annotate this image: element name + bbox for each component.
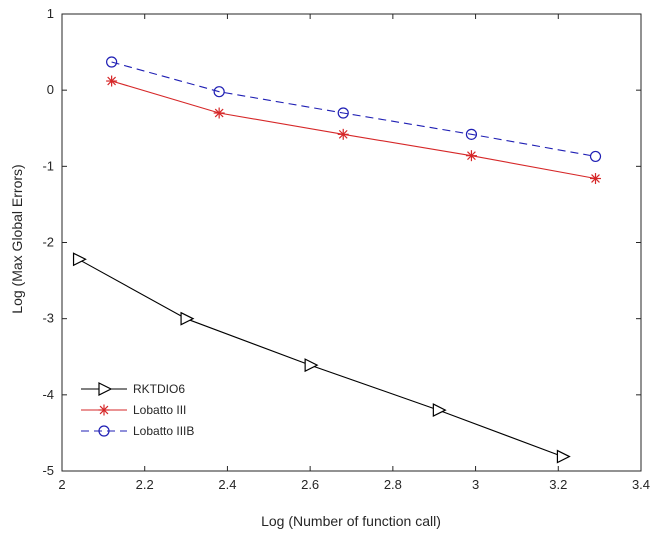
series-rktdio6 bbox=[72, 252, 571, 464]
x-tick-label: 2.6 bbox=[301, 477, 319, 492]
x-tick-label: 2.4 bbox=[218, 477, 236, 492]
y-tick-label: -2 bbox=[42, 235, 54, 250]
legend-label-lobatto-iii: Lobatto III bbox=[133, 403, 186, 417]
data-point-lobatto-iii bbox=[337, 128, 349, 140]
data-point-lobatto-iiib bbox=[106, 56, 118, 68]
y-axis-label: Log (Max Global Errors) bbox=[9, 164, 25, 313]
data-point-lobatto-iii bbox=[213, 107, 225, 119]
data-point-rktdio6 bbox=[556, 449, 571, 464]
data-point-lobatto-iii bbox=[106, 75, 118, 87]
data-point-lobatto-iiib bbox=[337, 107, 349, 119]
data-point-lobatto-iii bbox=[590, 173, 602, 185]
x-axis-label: Log (Number of function call) bbox=[261, 513, 441, 529]
legend-marker-rktdio6 bbox=[98, 382, 113, 396]
legend-marker-lobatto-iiib bbox=[98, 425, 110, 437]
x-tick-label: 2.8 bbox=[384, 477, 402, 492]
series-lobatto-iii bbox=[106, 75, 602, 185]
series-line-lobatto-iiib bbox=[111, 61, 596, 157]
data-point-rktdio6 bbox=[432, 403, 447, 418]
x-tick-label: 3 bbox=[472, 477, 479, 492]
data-point-rktdio6 bbox=[180, 311, 195, 326]
data-point-lobatto-iiib bbox=[213, 86, 225, 98]
x-axis-ticks: 2 2.2 2.4 2.6 2.8 3 3.2 3.4 bbox=[58, 14, 650, 492]
x-tick-label: 3.4 bbox=[632, 477, 650, 492]
series-lobatto-iiib bbox=[106, 56, 602, 163]
data-point-lobatto-iiib bbox=[589, 150, 602, 163]
y-tick-label: -1 bbox=[42, 158, 54, 173]
legend-label-lobatto-iiib: Lobatto IIIB bbox=[133, 424, 194, 438]
data-point-rktdio6 bbox=[72, 252, 87, 267]
legend-marker-lobatto-iii bbox=[98, 404, 110, 416]
y-tick-label: 0 bbox=[47, 82, 54, 97]
y-tick-label: -5 bbox=[42, 463, 54, 478]
data-point-lobatto-iii bbox=[465, 150, 477, 162]
x-tick-label: 2 bbox=[58, 477, 65, 492]
y-axis-ticks: 1 0 -1 -2 -3 -4 -5 bbox=[42, 6, 641, 478]
y-tick-label: 1 bbox=[47, 6, 54, 21]
x-tick-label: 2.2 bbox=[136, 477, 154, 492]
x-tick-label: 3.2 bbox=[549, 477, 567, 492]
data-point-rktdio6 bbox=[304, 358, 319, 373]
legend-label-rktdio6: RKTDIO6 bbox=[133, 382, 185, 396]
series-layer bbox=[72, 56, 602, 464]
y-tick-label: -4 bbox=[42, 387, 54, 402]
y-tick-label: -3 bbox=[42, 311, 54, 326]
data-point-lobatto-iiib bbox=[465, 128, 478, 140]
legend: RKTDIO6 Lobatto III Lobatto IIIB bbox=[74, 374, 204, 447]
